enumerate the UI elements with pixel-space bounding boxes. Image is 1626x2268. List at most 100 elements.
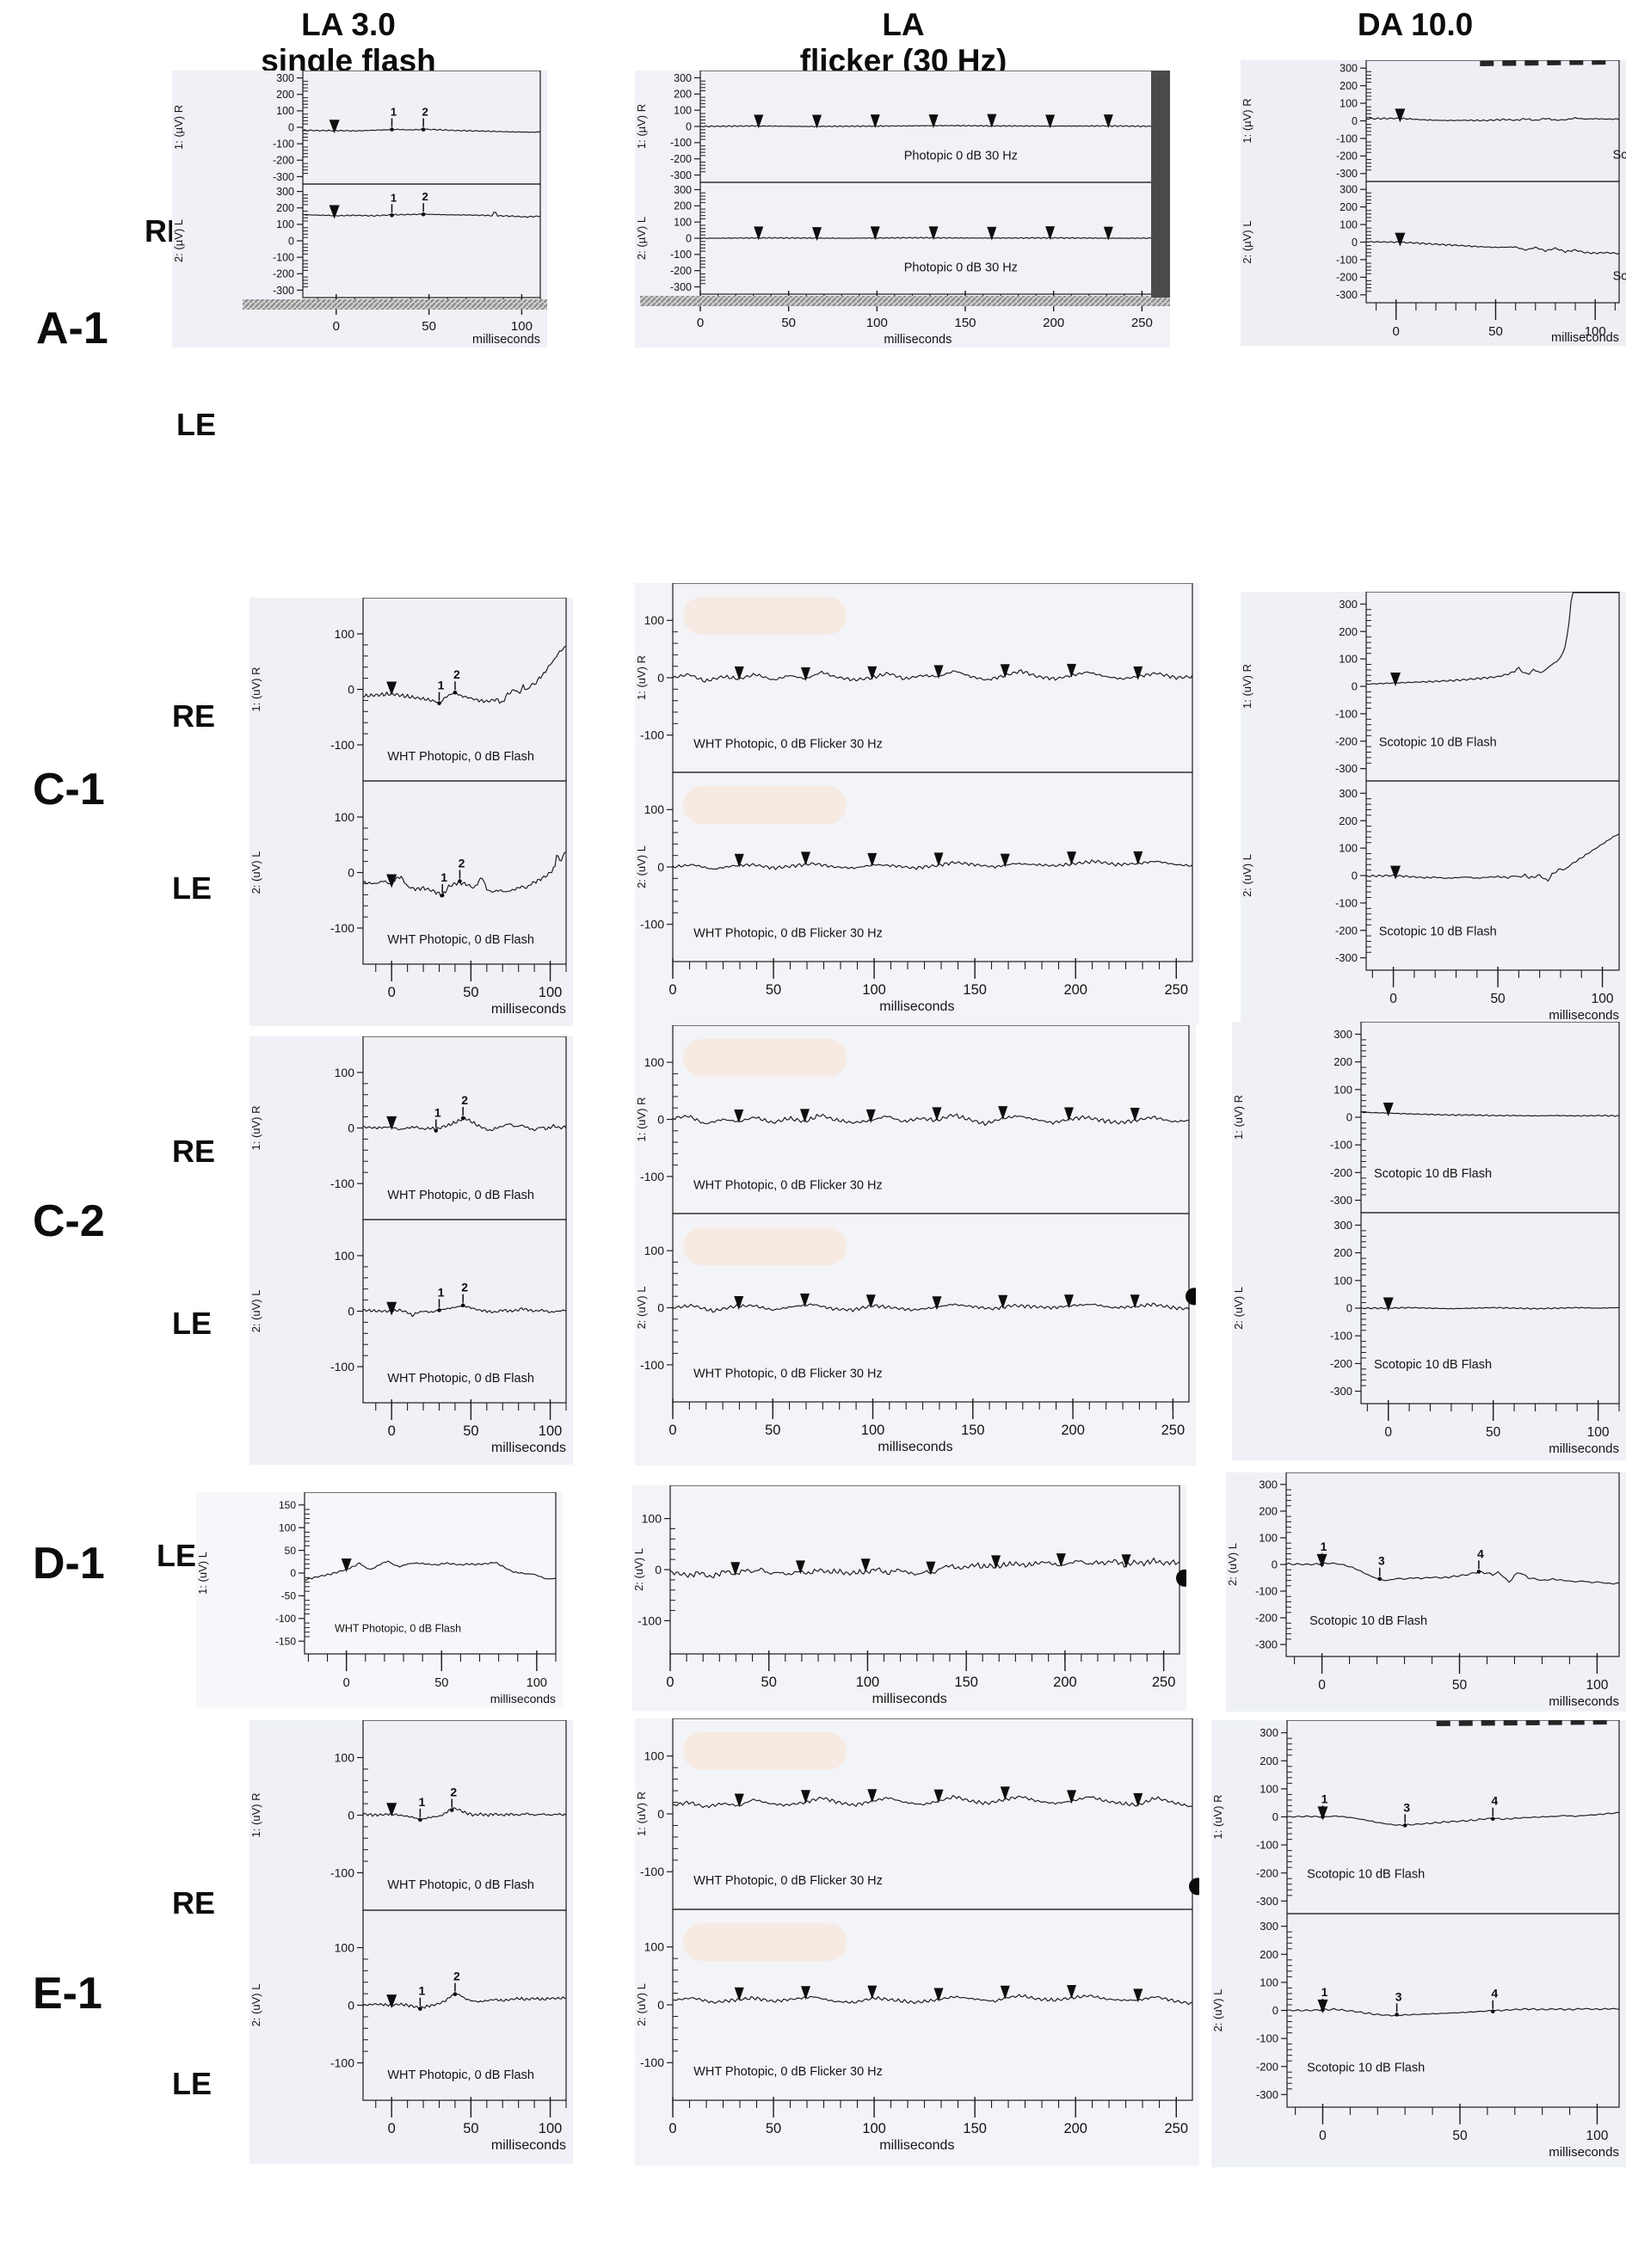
svg-text:WHT Photopic, 0 dB Flash: WHT Photopic, 0 dB Flash: [387, 933, 534, 947]
svg-text:-100: -100: [1256, 2032, 1278, 2045]
svg-text:100: 100: [644, 1244, 665, 1257]
svg-text:300: 300: [1260, 1920, 1278, 1933]
svg-text:50: 50: [1486, 1425, 1501, 1440]
svg-text:0: 0: [657, 1112, 664, 1126]
svg-text:1: (uV) R: 1: (uV) R: [1232, 1095, 1245, 1140]
svg-text:-100: -100: [640, 1170, 664, 1183]
svg-text:-100: -100: [330, 1865, 354, 1879]
svg-text:150: 150: [279, 1499, 296, 1511]
svg-text:0: 0: [333, 319, 340, 334]
svg-text:200: 200: [674, 200, 692, 212]
svg-text:WHT Photopic, 0 dB Flicker 30: WHT Photopic, 0 dB Flicker 30 Hz: [693, 737, 883, 751]
svg-text:200: 200: [674, 89, 692, 101]
svg-text:-300: -300: [273, 285, 294, 297]
svg-text:0: 0: [1393, 324, 1400, 339]
svg-text:300: 300: [1260, 1726, 1278, 1739]
svg-text:100: 100: [644, 1749, 665, 1763]
svg-text:300: 300: [276, 72, 294, 84]
erg-plot-svg: 300 200 100 0 -100 -200 -300 1: (uV) R Scotopic …: [1232, 1022, 1620, 1456]
svg-text:100: 100: [335, 1750, 355, 1764]
column-header-la3-line1: LA 3.0: [301, 7, 396, 42]
svg-text:milliseconds: milliseconds: [872, 1692, 947, 1706]
svg-text:Photopic 0 dB 30 Hz: Photopic 0 dB 30 Hz: [904, 261, 1018, 275]
svg-text:milliseconds: milliseconds: [1549, 1694, 1619, 1709]
svg-text:-200: -200: [1336, 272, 1358, 284]
svg-text:3: 3: [1378, 1554, 1385, 1568]
svg-text:-100: -100: [1255, 1585, 1278, 1598]
svg-text:2: 2: [422, 106, 428, 119]
svg-text:200: 200: [1260, 1755, 1278, 1767]
erg-plot-svg: 300 200 100 0 -100 -200 -300 1: (µV) R Scotopic …: [1241, 60, 1626, 345]
row-label-c2: C-2: [33, 1196, 105, 1246]
panel-d1-da10: 300 200 100 0 -100 -200 -300 2: (uV) L 1 3 4 Scotop…: [1226, 1472, 1626, 1712]
svg-text:-100: -100: [1330, 1139, 1352, 1152]
svg-text:milliseconds: milliseconds: [878, 1440, 952, 1454]
svg-text:2: (uV) L: 2: (uV) L: [1226, 1543, 1239, 1586]
svg-text:-200: -200: [1330, 1357, 1352, 1370]
svg-text:100: 100: [335, 627, 355, 641]
svg-text:0: 0: [657, 671, 664, 685]
svg-text:0: 0: [686, 232, 692, 244]
svg-text:1: 1: [391, 106, 397, 119]
svg-text:-100: -100: [330, 2056, 354, 2069]
svg-text:-300: -300: [1256, 2088, 1278, 2101]
svg-text:-300: -300: [1330, 1194, 1352, 1207]
svg-text:Scotopic 10 dB Flash: Scotopic 10 dB Flash: [1309, 1614, 1427, 1628]
svg-text:200: 200: [1063, 2121, 1087, 2136]
svg-text:-300: -300: [1335, 951, 1358, 964]
panel-a1-la-flicker: 300 200 100 0 -100 -200 -300 1: (µV) R Photopic …: [635, 71, 1170, 347]
erg-plot-svg: 100 0 -100 1: (uV) R WHT Photopic, 0 dB Flic…: [635, 1718, 1199, 2153]
svg-text:150: 150: [963, 982, 987, 998]
svg-text:0: 0: [388, 1423, 396, 1439]
svg-text:300: 300: [1339, 787, 1358, 800]
svg-text:0: 0: [348, 1121, 354, 1134]
svg-text:-100: -100: [640, 728, 664, 742]
svg-text:0: 0: [1389, 992, 1397, 1006]
panel-c2-la3-single-flash: 100 0 -100 1: (uV) R 1 2 WHT Photopic, 0 dB Fl…: [249, 1036, 573, 1465]
svg-text:-100: -100: [275, 1613, 296, 1625]
svg-text:200: 200: [1340, 80, 1358, 92]
svg-text:1: 1: [1321, 1792, 1328, 1805]
svg-text:1: 1: [418, 1984, 425, 1998]
svg-text:200: 200: [1340, 201, 1358, 213]
svg-text:-100: -100: [330, 738, 354, 752]
svg-text:1: 1: [1321, 1985, 1328, 1999]
column-header-da10-line1: DA 10.0: [1357, 7, 1474, 42]
svg-text:0: 0: [290, 1567, 296, 1579]
svg-text:0: 0: [348, 1998, 354, 2012]
svg-text:100: 100: [276, 218, 294, 230]
svg-text:0: 0: [348, 1808, 354, 1822]
erg-plot-svg: 300 200 100 0 -100 -200 -300 1: (µV) R Photopic …: [635, 71, 1170, 347]
svg-text:50: 50: [1452, 1678, 1468, 1693]
svg-text:200: 200: [1333, 1055, 1352, 1068]
panel-c1-da10: 300 200 100 0 -100 -200 -300 1: (uV) R Scotopic …: [1241, 592, 1626, 1027]
svg-text:-100: -100: [640, 1865, 664, 1878]
svg-text:-300: -300: [1256, 1895, 1278, 1908]
svg-text:1: 1: [418, 1795, 425, 1809]
svg-text:1: 1: [391, 191, 397, 204]
svg-text:250: 250: [1165, 2121, 1189, 2136]
svg-text:2: (uV) L: 2: (uV) L: [249, 851, 262, 894]
svg-text:2: (uV) L: 2: (uV) L: [1211, 1989, 1224, 2032]
svg-text:Scotopic 10 dB Flash: Scotopic 10 dB Flash: [1374, 1167, 1492, 1181]
svg-text:50: 50: [463, 2121, 478, 2136]
svg-text:-200: -200: [1335, 734, 1358, 747]
svg-text:100: 100: [1340, 218, 1358, 230]
svg-text:0: 0: [668, 2121, 676, 2136]
svg-text:2: (uV) L: 2: (uV) L: [635, 1287, 648, 1330]
svg-text:2: 2: [453, 667, 460, 681]
svg-text:1: (uV) R: 1: (uV) R: [635, 1097, 648, 1141]
erg-plot-svg: 300 200 100 0 -100 -200 -300 1: (uV) R Scotopic …: [1241, 592, 1620, 1023]
svg-text:-200: -200: [1255, 1612, 1278, 1625]
svg-text:100: 100: [276, 105, 294, 117]
svg-text:milliseconds: milliseconds: [879, 999, 954, 1014]
column-header-la3: LA 3.0 single flash: [198, 7, 499, 79]
panel-a1-la3-single-flash: 300 200 100 0 -100 -200 -300 1: (µV) R 1 2 300 200 1…: [172, 71, 547, 347]
svg-text:100: 100: [861, 1423, 885, 1438]
svg-text:WHT Photopic, 0 dB Flicker 30: WHT Photopic, 0 dB Flicker 30 Hz: [693, 1178, 883, 1192]
eye-label-e1-re: RE: [172, 1885, 216, 1921]
row-label-e1: E-1: [33, 1969, 102, 2019]
svg-text:1: (uV) R: 1: (uV) R: [249, 667, 262, 711]
erg-plot-svg: 300 200 100 0 -100 -200 -300 2: (uV) L 1 3 4 Scotop…: [1226, 1472, 1620, 1709]
